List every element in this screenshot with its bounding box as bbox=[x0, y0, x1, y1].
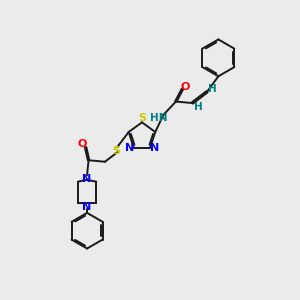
Text: O: O bbox=[78, 139, 87, 149]
Text: N: N bbox=[82, 174, 92, 184]
Text: HN: HN bbox=[151, 113, 168, 123]
Text: N: N bbox=[150, 143, 159, 153]
Text: S: S bbox=[139, 113, 147, 123]
Text: O: O bbox=[180, 82, 190, 92]
Text: H: H bbox=[208, 84, 217, 94]
Text: H: H bbox=[194, 102, 203, 112]
Text: S: S bbox=[112, 146, 120, 156]
Text: N: N bbox=[82, 202, 92, 212]
Text: N: N bbox=[125, 143, 134, 153]
